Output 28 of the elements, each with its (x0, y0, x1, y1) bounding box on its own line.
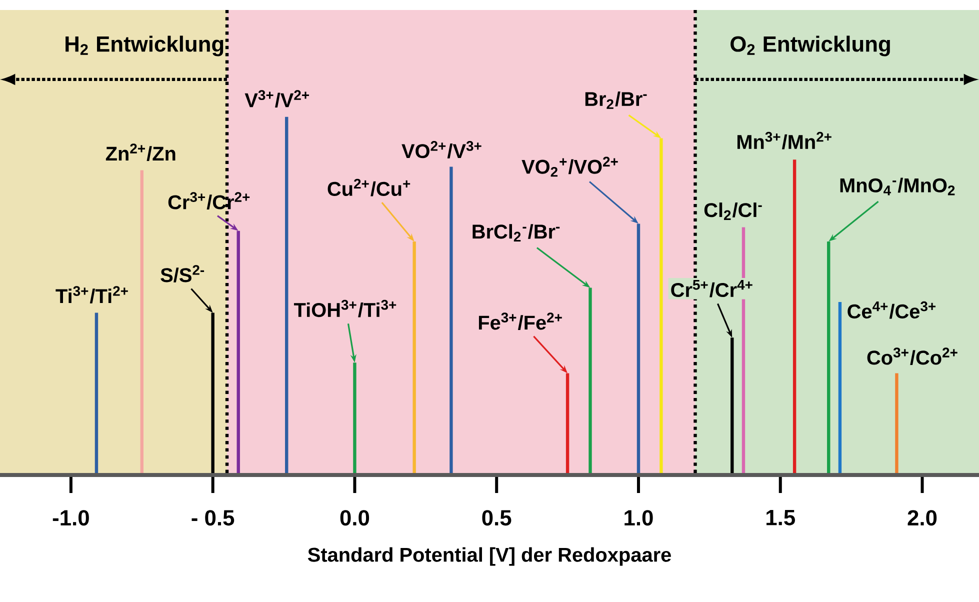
text: TiOH$^{3+}$/Ti$^{3+}$ (294, 300, 396, 318)
x-tick-label: - 0.5 (192, 510, 234, 526)
series-label: Ce$^{4+}$/Ce$^{3+}$ (848, 301, 936, 319)
x-tick-label: -1.0 (52, 510, 89, 526)
text: Fe$^{3+}$/Fe$^{2+}$ (478, 312, 562, 330)
text: MnO$_{4}$$^{-}$/MnO$_{2}$ (840, 178, 955, 196)
series-label: Cl$_{2}$/Cl$^{-}$ (704, 202, 762, 220)
text: Cu$^{2+}$/Cu$^{+}$ (328, 178, 410, 196)
series-label: Co$^{3+}$/Co$^{2+}$ (867, 348, 958, 365)
band-label: H$_{2}$ Entwicklung (66, 36, 224, 56)
series-label: V$^{3+}$/V$^{2+}$ (244, 90, 309, 108)
series-label: S/S$^{2-}$ (160, 265, 204, 282)
x-axis-title: Standard Potential [V] der Redoxpaare (308, 547, 671, 566)
x-tick-label: 1.0 (624, 510, 653, 526)
text: BrCl$_{2}$$^{-}$/Br$^{-}$ (472, 224, 560, 242)
band-label: O$_{2}$ Entwicklung (730, 36, 890, 56)
x-tick-label: 1.5 (766, 510, 795, 526)
series-label: Mn$^{3+}$/Mn$^{2+}$ (737, 132, 832, 150)
text: Cr$^{5+}$/Cr$^{4+}$ (671, 280, 752, 298)
series-label: Br$_{2}$/Br$^{-}$ (585, 92, 647, 109)
series-label: Zn$^{2+}$/Zn (106, 144, 176, 161)
series-label: VO$^{2+}$/V$^{3+}$ (402, 141, 482, 158)
series-label: Cr$^{3+}$/Cr$^{2+}$ (168, 192, 250, 210)
x-tick-label: 0.5 (482, 510, 512, 526)
x-tick-label: 0.0 (340, 510, 370, 526)
series-label: Ti$^{3+}$/Ti$^{2+}$ (56, 286, 128, 304)
x-tick-label: 2.0 (908, 510, 937, 526)
text: VO$_{2}$$^{+}$/VO$^{2+}$ (522, 156, 618, 177)
